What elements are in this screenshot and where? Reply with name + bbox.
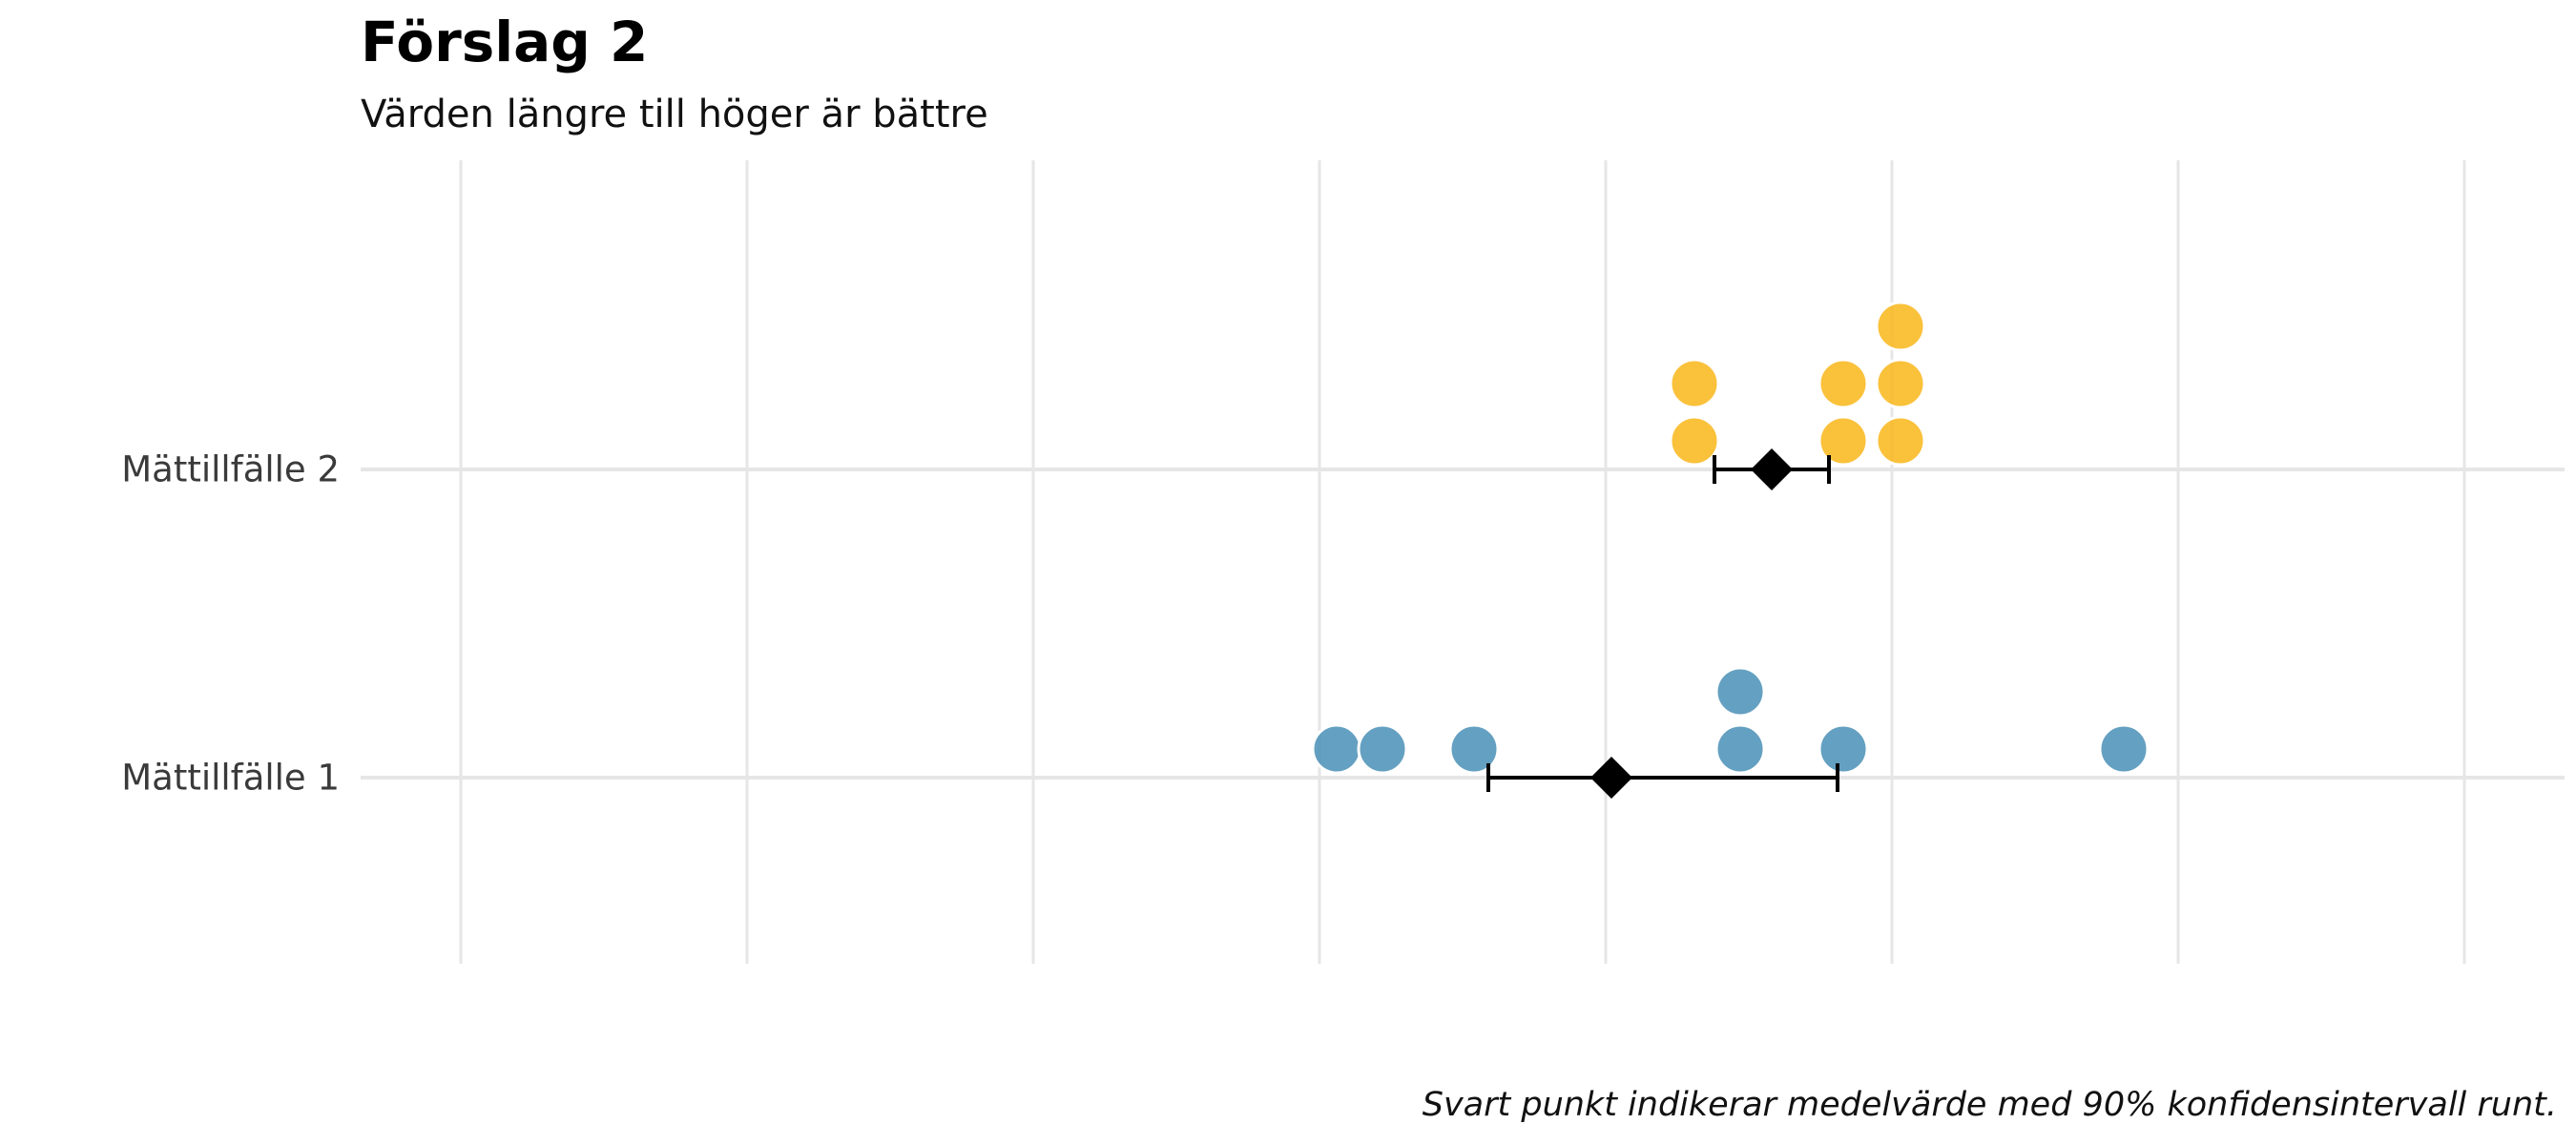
chart-subtitle: Värden längre till höger är bättre [361,93,988,136]
y-tick-label: Mättillfälle 2 [121,449,340,490]
chart-title: Förslag 2 [361,10,649,74]
data-point [1818,415,1869,467]
y-axis: Mättillfälle 1 Mättillfälle 2 [121,449,340,799]
data-points [1311,301,2150,775]
data-point [1311,723,1362,775]
chart-caption: Svart punkt indikerar medelvärde med 90%… [1422,1086,2557,1124]
data-point [1714,666,1766,718]
data-point [1875,358,1926,409]
y-tick-label: Mättillfälle 1 [121,758,340,799]
mean-ci-markers [1486,448,1839,799]
data-point [1714,723,1766,775]
data-point [2098,723,2150,775]
data-point [1357,723,1408,775]
data-point [1818,723,1869,775]
data-point [1669,415,1720,467]
data-point [1875,415,1926,467]
data-point [1448,723,1500,775]
mean-marker [1590,757,1632,799]
mean-marker [1751,448,1793,490]
data-point [1669,358,1720,409]
data-point [1818,358,1869,409]
grid-layer [361,160,2565,964]
data-point [1875,301,1926,352]
